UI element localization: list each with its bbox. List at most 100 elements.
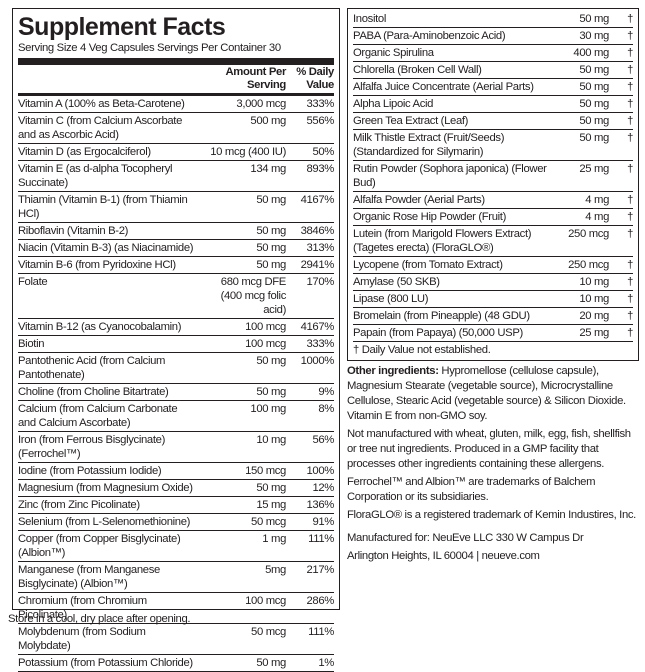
nutrient-row: Manganese (from Manganese Bisglycinate) … [18, 561, 334, 593]
nutrient-row: Calcium (from Calcium Carbonate and Calc… [18, 400, 334, 432]
nutrient-amount: 5mg [196, 561, 286, 593]
ingredient-dv: † [609, 191, 633, 209]
ingredient-dv: † [609, 95, 633, 113]
ingredient-row: PABA (Para-Aminobenzoic Acid) 30 mg † [353, 27, 633, 45]
nutrient-dv: 56% [286, 431, 334, 463]
ingredient-row: Papain (from Papaya) (50,000 USP) 25 mg † [353, 324, 633, 342]
nutrient-name: Chromium (from Chromium Picolinate) [18, 592, 196, 624]
nutrient-amount: 3,000 mcg [196, 94, 286, 113]
note: Ferrochel™ and Albion™ are trademarks of… [347, 476, 596, 503]
ingredients-panel: Inositol 50 mg † PABA (Para-Aminobenzoic Ac… [347, 8, 639, 361]
ingredient-amount: 10 mg [547, 273, 609, 291]
facts-panel: Supplement Facts Serving Size 4 Veg Caps… [12, 8, 340, 672]
nutrient-amount: 50 mg [196, 191, 286, 223]
ingredient-row: Rutin Powder (Sophora japonica) (Flower … [353, 160, 633, 192]
nutrient-row: Copper (from Copper Bisglycinate) (Albio… [18, 530, 334, 562]
ingredients-body: Inositol 50 mg † PABA (Para-Aminobenzoic Ac… [353, 11, 633, 342]
ingredient-row: Alfalfa Powder (Aerial Parts) 4 mg † [353, 191, 633, 209]
nutrient-dv: 556% [286, 112, 334, 144]
nutrient-name: Folate [18, 273, 196, 319]
nutrient-dv: 91% [286, 513, 334, 531]
nutrient-row: Magnesium (from Magnesium Oxide) 50 mg 12% [18, 479, 334, 497]
nutrient-name: Potassium (from Potassium Chloride) [18, 654, 196, 672]
nutrient-name: Biotin [18, 335, 196, 353]
nutrient-row: Thiamin (Vitamin B-1) (from Thiamin HCl)… [18, 191, 334, 223]
nutrient-amount: 680 mcg DFE (400 mcg folic acid) [196, 273, 286, 319]
other-ingredients: Other ingredients: Hypromellose (cellulo… [347, 364, 639, 424]
nutrient-dv: 313% [286, 239, 334, 257]
right-panel: Inositol 50 mg † PABA (Para-Aminobenzoic Ac… [347, 8, 639, 565]
note: FloraGLO® is a registered trademark of K… [347, 509, 636, 521]
ingredient-name: Alfalfa Juice Concentrate (Aerial Parts) [353, 78, 547, 96]
ingredient-amount: 20 mg [547, 307, 609, 325]
nutrient-dv: 2941% [286, 256, 334, 274]
nutrient-row: Vitamin B-12 (as Cyanocobalamin) 100 mcg 4… [18, 318, 334, 336]
nutrient-name: Niacin (Vitamin B-3) (as Niacinamide) [18, 239, 196, 257]
nutrient-name: Manganese (from Manganese Bisglycinate) … [18, 561, 196, 593]
nutrient-amount: 50 mg [196, 383, 286, 401]
nutrient-name: Choline (from Choline Bitartrate) [18, 383, 196, 401]
nutrient-amount: 50 mg [196, 654, 286, 672]
nutrient-row: Iodine (from Potassium Iodide) 150 mcg 100… [18, 462, 334, 480]
ingredient-name: Lipase (800 LU) [353, 290, 547, 308]
nutrient-row: Vitamin D (as Ergocalciferol) 10 mcg (400… [18, 143, 334, 161]
ingredient-amount: 50 mg [547, 78, 609, 96]
nutrient-amount: 1 mg [196, 530, 286, 562]
facts-body: Amount Per Serving % Daily Value Vitamin… [18, 65, 334, 672]
nutrient-dv: 170% [286, 273, 334, 319]
ingredient-name: Organic Rose Hip Powder (Fruit) [353, 208, 547, 226]
ingredient-amount: 250 mcg [547, 225, 609, 257]
nutrient-dv: 111% [286, 623, 334, 655]
header-row: Amount Per Serving % Daily Value [18, 65, 334, 96]
nutrient-dv: 4167% [286, 191, 334, 223]
ingredient-amount: 30 mg [547, 27, 609, 45]
ingredient-row: Chlorella (Broken Cell Wall) 50 mg † [353, 61, 633, 79]
ingredient-dv: † [609, 307, 633, 325]
ingredient-dv: † [609, 160, 633, 192]
nutrient-amount: 50 mg [196, 352, 286, 384]
dv-header: % Daily Value [286, 65, 334, 96]
ingredients-table: Inositol 50 mg † PABA (Para-Aminobenzoic Ac… [353, 11, 633, 342]
nutrient-name: Zinc (from Zinc Picolinate) [18, 496, 196, 514]
ingredient-amount: 400 mg [547, 44, 609, 62]
nutrient-dv: 333% [286, 94, 334, 113]
nutrient-name: Vitamin E (as d-alpha Tocopheryl Succina… [18, 160, 196, 192]
nutrient-amount: 50 mcg [196, 623, 286, 655]
ingredient-row: Organic Spirulina 400 mg † [353, 44, 633, 62]
ingredient-name: Rutin Powder (Sophora japonica) (Flower … [353, 160, 547, 192]
nutrient-name: Iron (from Ferrous Bisglycinate) (Ferroc… [18, 431, 196, 463]
nutrient-name: Pantothenic Acid (from Calcium Pantothen… [18, 352, 196, 384]
nutrient-amount: 100 mcg [196, 318, 286, 336]
ingredient-name: Organic Spirulina [353, 44, 547, 62]
ingredient-dv: † [609, 78, 633, 96]
nutrient-amount: 50 mg [196, 256, 286, 274]
ingredient-amount: 4 mg [547, 208, 609, 226]
nutrient-amount: 134 mg [196, 160, 286, 192]
manufacturer: Manufactured for: NeuEve LLC 330 W Campu… [347, 529, 639, 565]
ingredient-dv: † [609, 44, 633, 62]
nutrient-dv: 4167% [286, 318, 334, 336]
nutrient-dv: 333% [286, 335, 334, 353]
nutrient-dv: 136% [286, 496, 334, 514]
ingredient-name: Papain (from Papaya) (50,000 USP) [353, 324, 547, 342]
nutrient-dv: 9% [286, 383, 334, 401]
ingredient-amount: 50 mg [547, 129, 609, 161]
nutrient-row: Niacin (Vitamin B-3) (as Niacinamide) 50 … [18, 239, 334, 257]
ingredient-row: Bromelain (from Pineapple) (48 GDU) 20 mg… [353, 307, 633, 325]
nutrient-row: Folate 680 mcg DFE (400 mcg folic acid) 17… [18, 273, 334, 319]
nutrient-row: Vitamin C (from Calcium Ascorbate and as… [18, 112, 334, 144]
ingredient-row: Amylase (50 SKB) 10 mg † [353, 273, 633, 291]
ingredient-name: Alfalfa Powder (Aerial Parts) [353, 191, 547, 209]
ingredient-dv: † [609, 208, 633, 226]
nutrient-row: Molybdenum (from Sodium Molybdate) 50 mcg… [18, 623, 334, 655]
nutrient-dv: 1% [286, 654, 334, 672]
ingredient-dv: † [609, 290, 633, 308]
nutrient-name: Vitamin C (from Calcium Ascorbate and as… [18, 112, 196, 144]
nutrient-dv: 217% [286, 561, 334, 593]
ingredient-name: Bromelain (from Pineapple) (48 GDU) [353, 307, 547, 325]
storage: Store in a cool, dry place after opening… [8, 613, 191, 625]
ingredient-row: Lipase (800 LU) 10 mg † [353, 290, 633, 308]
ingredient-name: Alpha Lipoic Acid [353, 95, 547, 113]
nutrient-amount: 150 mcg [196, 462, 286, 480]
ingredient-amount: 250 mcg [547, 256, 609, 274]
